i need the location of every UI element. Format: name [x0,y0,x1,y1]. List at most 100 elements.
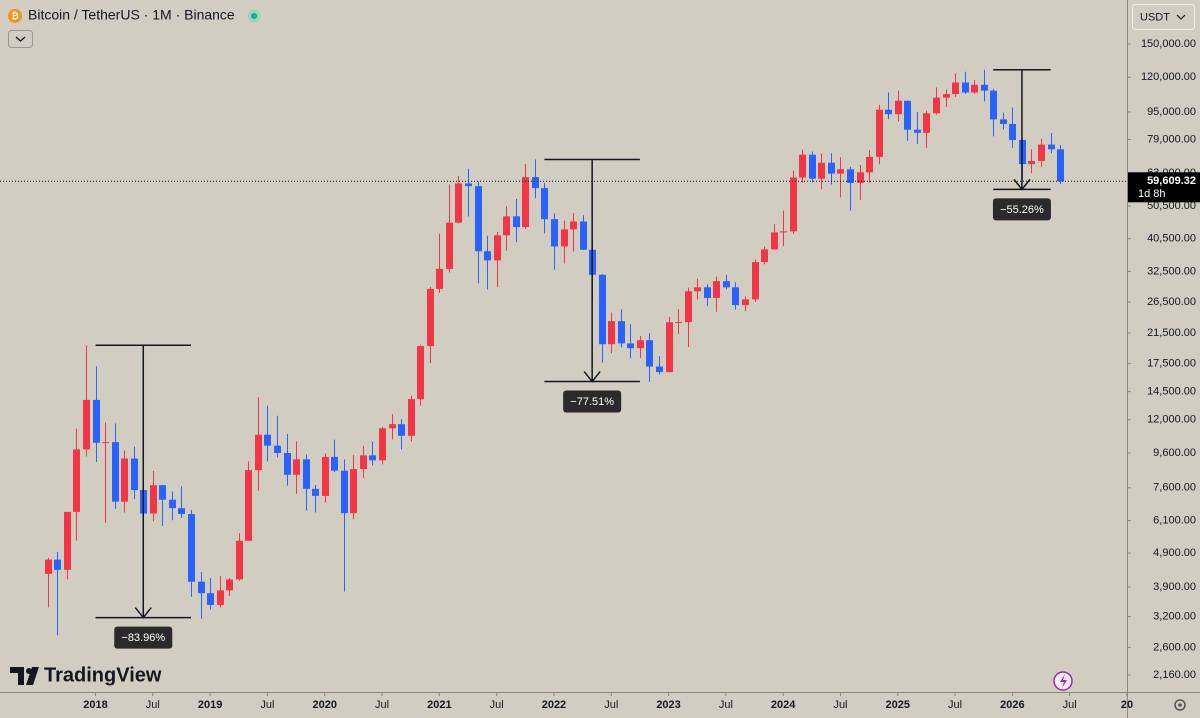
y-tick-label: 4,900.00 [1153,547,1196,559]
x-tick-label: 2021 [427,699,451,711]
candle-body [952,82,959,95]
settings-icon [1178,703,1182,707]
x-tick-label: Jul [833,699,847,711]
candle-body [408,399,415,436]
y-tick-label: 21,500.00 [1147,327,1196,339]
candle-body [694,287,701,292]
candle-body [494,235,501,261]
candle-body [45,559,52,574]
y-tick-label: 32,500.00 [1147,265,1196,277]
candle-body [303,459,310,489]
x-tick-label: 2024 [771,699,796,711]
candle-body [503,216,510,236]
candle-body [159,485,166,500]
candle-body [417,346,424,400]
candle-body [943,94,950,98]
y-tick-label: 26,500.00 [1147,296,1196,308]
x-tick-label: 2020 [312,699,336,711]
y-tick-label: 14,500.00 [1147,386,1196,398]
candle-body [790,177,797,232]
candle-body [274,445,281,453]
collapse-chevron [15,36,26,42]
y-tick-label: 50,500.00 [1147,200,1196,212]
y-tick-label: 95,000.00 [1147,106,1196,118]
x-tick-label: 2022 [542,699,566,711]
measure-label: −55.26% [1000,204,1044,216]
candle-body [255,434,262,471]
x-tick-label: Jul [604,699,618,711]
x-tick-label: 2019 [198,699,222,711]
measure-label: −77.51% [570,396,614,408]
candle-body [64,511,71,570]
candle-body [207,593,214,605]
candle-body [513,216,520,228]
candle-body [436,268,443,289]
candle-body [561,229,568,247]
y-tick-label: 79,000.00 [1147,133,1196,145]
candle-body [532,177,539,189]
candle-body [914,129,921,133]
candle-body [522,177,529,228]
candle-body [780,231,787,233]
settings-button[interactable] [1174,699,1186,711]
x-tick-label: 20 [1121,699,1133,711]
plot-area: −83.96% −77.51% −55.26% [0,68,1127,649]
candle-body [93,399,100,443]
countdown: 1d 8h [1138,188,1166,200]
candle-body [312,488,319,496]
x-tick-label: Jul [490,699,504,711]
candle-body [618,321,625,344]
candle-body [379,428,386,461]
y-tick-label: 9,600.00 [1153,447,1196,459]
candle-body [188,514,195,582]
candle-body [885,109,892,115]
candle-body [226,579,233,591]
candle-body [1000,119,1007,124]
y-tick-label: 3,900.00 [1153,581,1196,593]
y-tick-label: 2,160.00 [1153,669,1196,681]
candle-body [723,281,730,288]
candle-body [322,456,329,496]
watermark: TradingView [44,664,162,686]
candle-body [455,183,462,223]
candle-body [1057,149,1064,182]
measure-label-box [114,626,173,649]
x-tick-label: Jul [948,699,962,711]
candle-body [933,97,940,114]
candle-body [264,434,271,446]
candle-body [704,287,711,298]
chart-title: Bitcoin / TetherUS · 1M · Binance [28,7,235,23]
status-dot-inner [251,13,257,19]
candle-body [742,299,749,306]
candle-body [398,424,405,436]
candle-body [646,340,653,367]
currency-selector[interactable] [1132,4,1195,30]
currency-label: USDT [1140,11,1170,23]
candle-body [112,442,119,502]
candle-body [1028,161,1035,165]
candle-body [369,455,376,461]
y-tick-label: 7,600.00 [1153,482,1196,494]
measure-arrowhead [583,371,601,383]
x-tick-label: 2023 [656,699,680,711]
candle-body [570,221,577,230]
candle-body [131,458,138,491]
x-tick-label: 2025 [886,699,910,711]
y-tick-label: 17,500.00 [1147,358,1196,370]
x-tick-label: 2026 [1000,699,1024,711]
candle-body [1048,144,1055,150]
collapse-button[interactable] [8,30,33,48]
candle-body [54,559,61,570]
last-price-label: 59,609.32 [1147,175,1196,187]
candle-body [818,162,825,179]
candle-body [169,499,176,509]
candle-body [198,581,205,594]
candle-body [446,222,453,269]
x-tick-label: Jul [1063,699,1077,711]
candle-body [637,340,644,349]
candle-body [981,84,988,91]
candle-body [551,219,558,247]
